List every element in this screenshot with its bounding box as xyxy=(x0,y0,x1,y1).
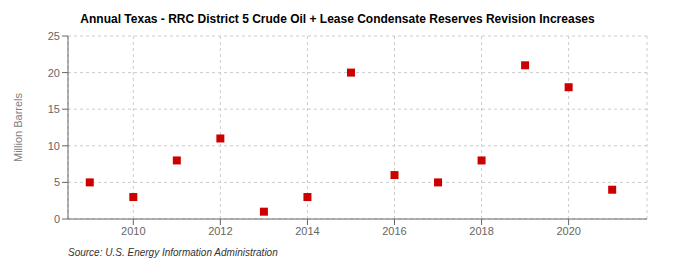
svg-text:2016: 2016 xyxy=(382,225,406,237)
svg-text:15: 15 xyxy=(48,103,60,115)
svg-text:20: 20 xyxy=(48,67,60,79)
html-text:Annual Texas - RRC District 5: Annual Texas - RRC District 5 Crude Oil … xyxy=(80,12,595,26)
svg-text:2014: 2014 xyxy=(295,225,319,237)
svg-text:2012: 2012 xyxy=(208,225,232,237)
svg-text:2010: 2010 xyxy=(121,225,145,237)
html-text:Source: U.S. Energy Informatio: Source: U.S. Energy Information Administ… xyxy=(68,247,278,258)
svg-text:0: 0 xyxy=(54,213,60,225)
svg-text:Million Barrels: Million Barrels xyxy=(12,92,24,162)
svg-text:5: 5 xyxy=(54,176,60,188)
svg-text:2018: 2018 xyxy=(469,225,493,237)
svg-text:2020: 2020 xyxy=(556,225,580,237)
svg-text:10: 10 xyxy=(48,140,60,152)
svg-text:25: 25 xyxy=(48,30,60,42)
